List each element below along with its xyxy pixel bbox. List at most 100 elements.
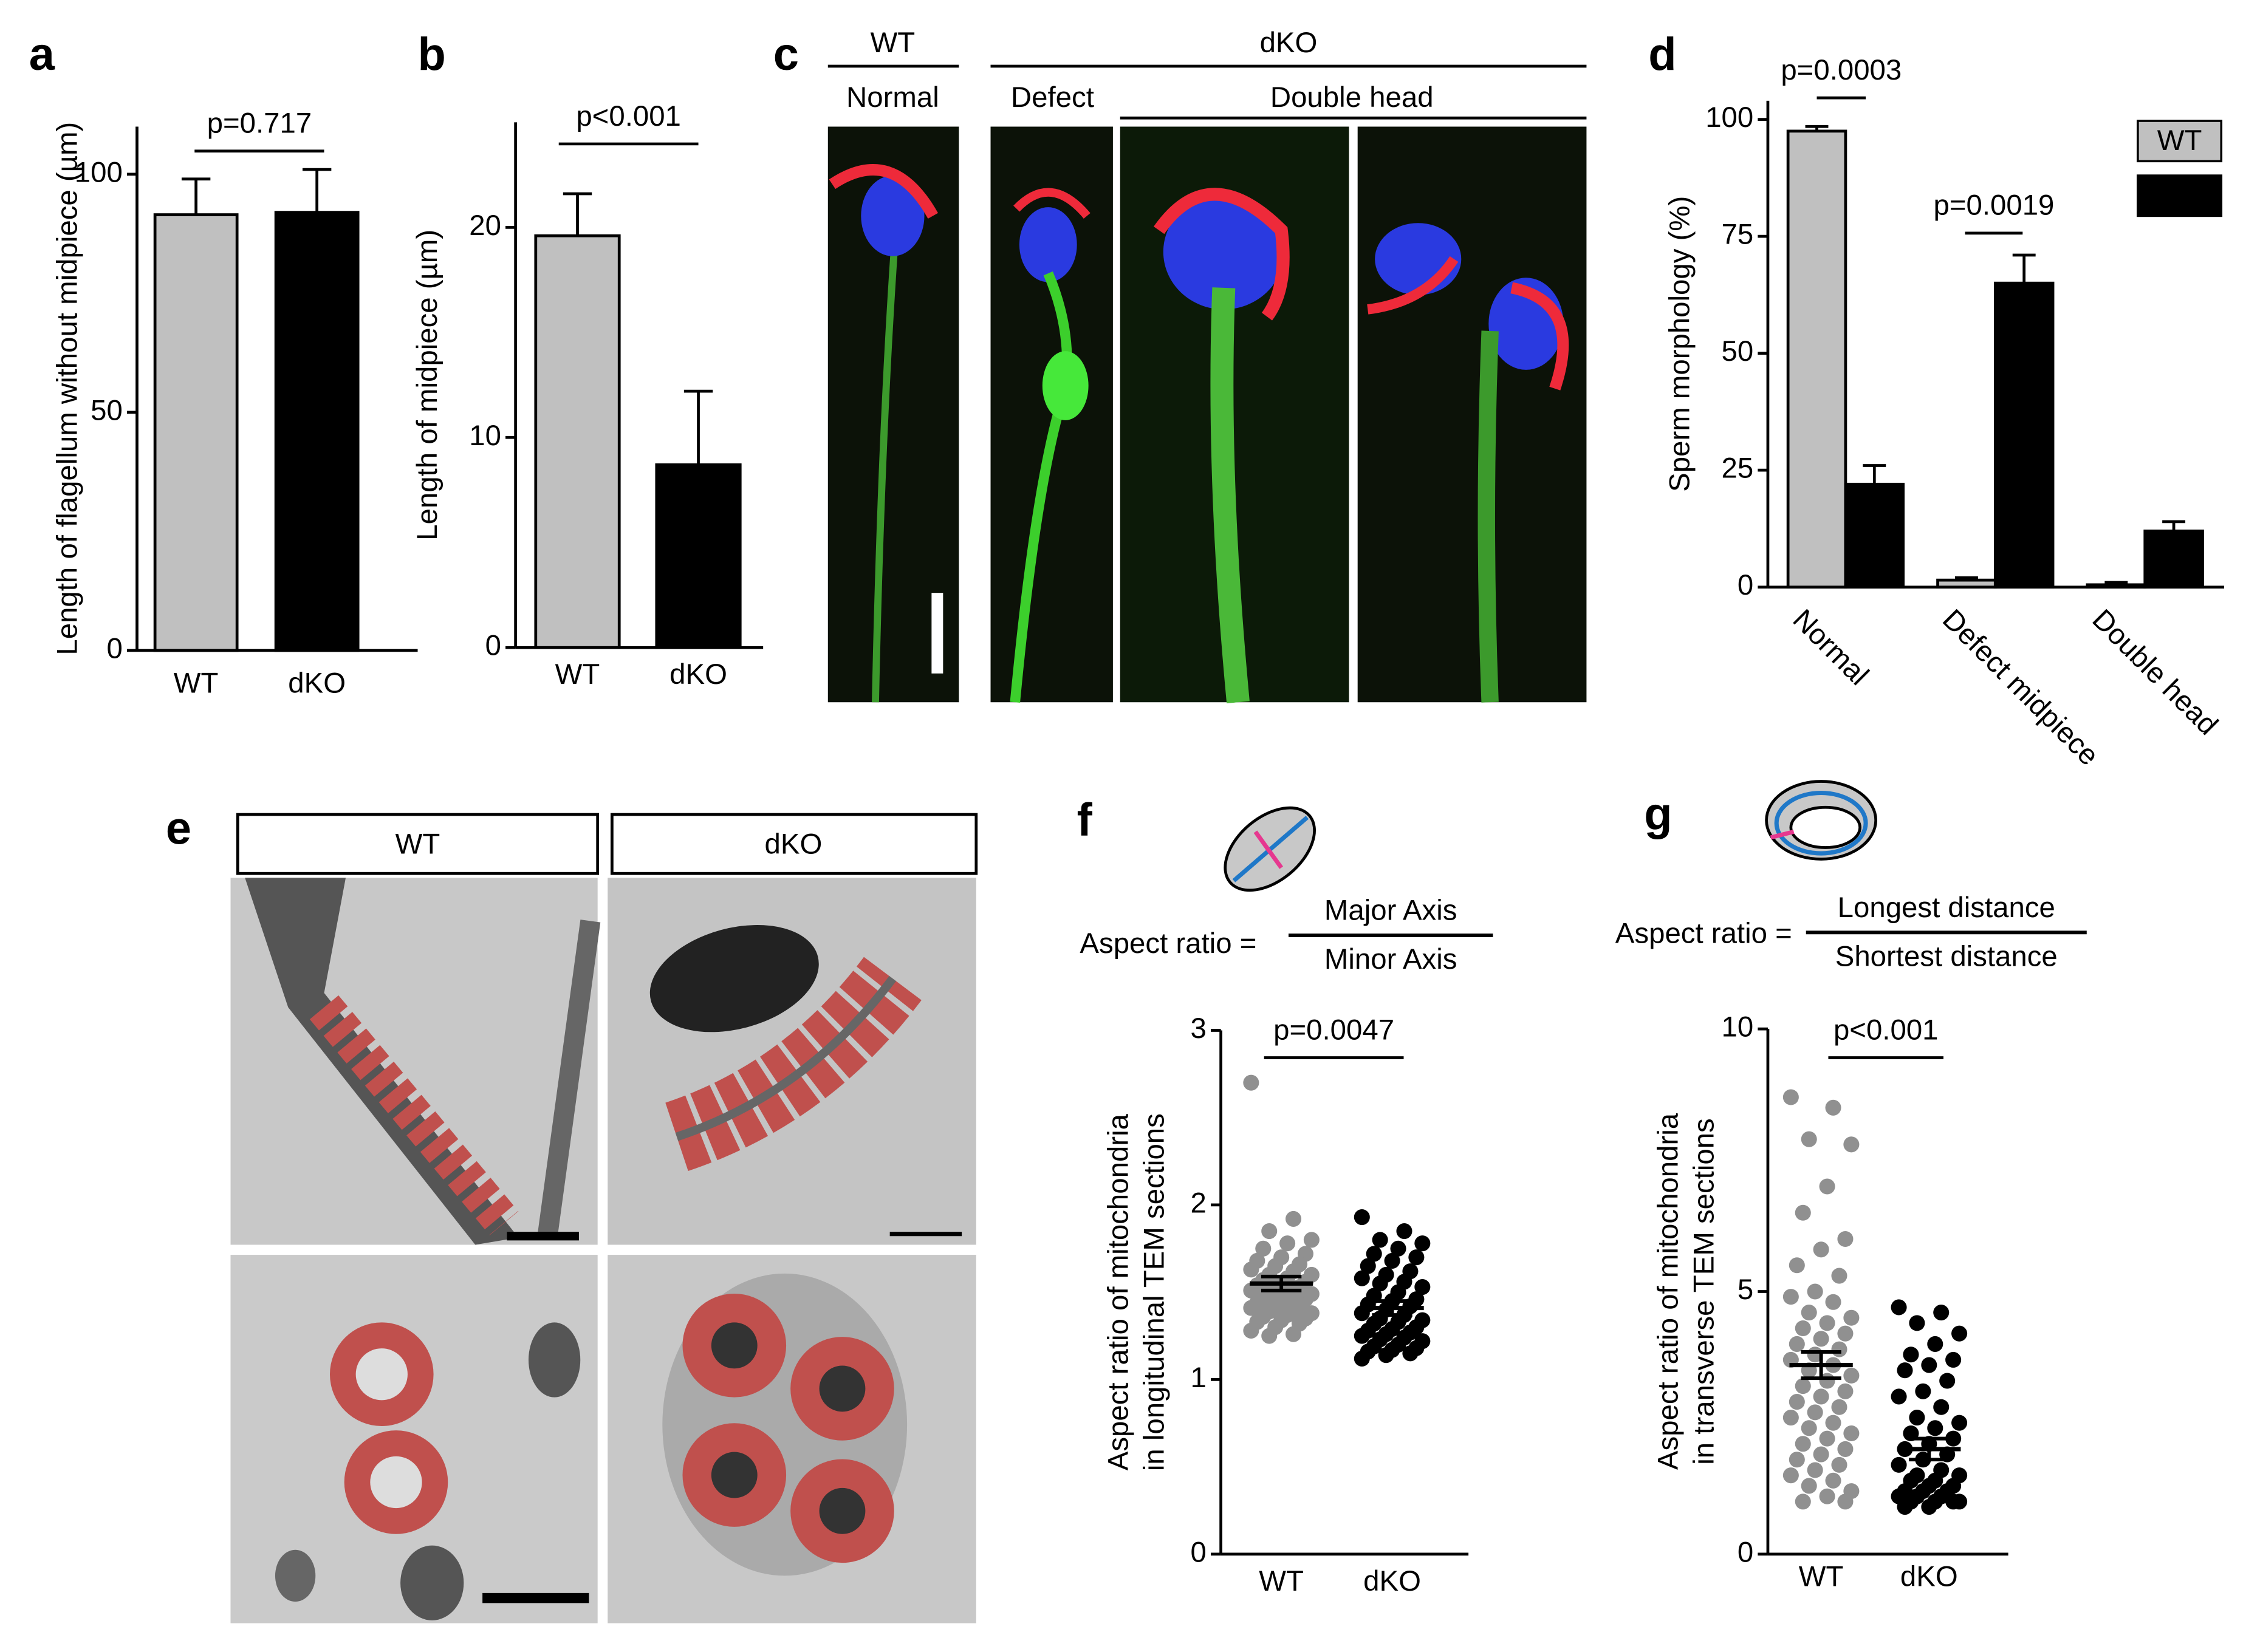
x-tick-label: Normal xyxy=(1787,603,1875,691)
data-point xyxy=(1801,1305,1817,1321)
data-point xyxy=(1891,1388,1907,1405)
data-point xyxy=(1825,1099,1841,1116)
y-tick-label: 3 xyxy=(1191,1012,1207,1045)
data-point xyxy=(1402,1345,1419,1362)
data-point xyxy=(1843,1425,1860,1442)
micrograph xyxy=(1357,126,1587,703)
panel-label: d xyxy=(1648,29,1676,80)
formula-numerator: Longest distance xyxy=(1838,892,2055,924)
data-point xyxy=(1782,1089,1799,1105)
data-point xyxy=(1837,1230,1854,1248)
data-point xyxy=(1795,1493,1811,1510)
y-tick-label: 75 xyxy=(1722,219,1754,251)
x-tick-label: WT xyxy=(174,667,219,699)
data-point xyxy=(1933,1399,1950,1415)
data-point xyxy=(1795,1320,1811,1337)
sub-header: Defect xyxy=(1011,81,1094,114)
micrograph xyxy=(608,1255,976,1623)
data-point xyxy=(1909,1315,1925,1331)
data-point xyxy=(1843,1136,1860,1153)
data-point xyxy=(1837,1325,1854,1342)
data-point xyxy=(1279,1235,1296,1252)
significance-label: p<0.001 xyxy=(1833,1014,1939,1046)
data-point xyxy=(1243,1322,1259,1339)
panel-label: c xyxy=(773,29,799,80)
significance-label: p=0.717 xyxy=(207,108,312,140)
data-point xyxy=(1414,1279,1431,1295)
data-point xyxy=(1255,1240,1272,1257)
group-header: dKO xyxy=(1260,27,1318,59)
y-axis-title: Aspect ratio of mitochondria xyxy=(1102,1113,1134,1470)
data-point xyxy=(1243,1261,1259,1278)
y-tick-label: 100 xyxy=(1705,101,1753,134)
data-point xyxy=(1813,1388,1829,1405)
data-point xyxy=(1819,1488,1835,1504)
x-tick-label: dKO xyxy=(1900,1561,1958,1593)
bar xyxy=(534,234,621,649)
data-point xyxy=(1945,1493,1962,1510)
bar xyxy=(1936,578,1997,589)
legend-swatch xyxy=(2137,174,2223,217)
data-point xyxy=(1837,1493,1854,1510)
panel-label: a xyxy=(29,29,55,80)
data-point xyxy=(1825,1415,1841,1431)
data-point xyxy=(1801,1131,1817,1147)
y-tick-label: 0 xyxy=(1738,569,1753,601)
data-point xyxy=(1891,1299,1907,1316)
data-point xyxy=(1825,1294,1841,1310)
data-point xyxy=(1909,1410,1925,1426)
data-point xyxy=(1819,1315,1835,1331)
data-point xyxy=(1354,1328,1370,1344)
data-point xyxy=(1354,1209,1370,1226)
data-point xyxy=(1384,1252,1400,1269)
formula-denominator: Minor Axis xyxy=(1324,943,1457,975)
x-tick-label: Defect midpiece xyxy=(1936,603,2105,772)
data-point xyxy=(1789,1336,1805,1352)
legend-label: dKO xyxy=(2151,179,2208,211)
data-point xyxy=(1921,1499,1937,1515)
y-tick-label: 1 xyxy=(1191,1362,1207,1394)
bar xyxy=(1993,281,2055,589)
y-tick-label: 0 xyxy=(1738,1536,1753,1568)
x-tick-label: dKO xyxy=(669,658,727,691)
data-point xyxy=(1939,1373,1956,1389)
y-axis-title: in transverse TEM sections xyxy=(1688,1118,1720,1464)
y-axis-title: Length of flagellum without midpiece (µm… xyxy=(52,122,84,655)
y-tick-label: 10 xyxy=(1722,1011,1754,1043)
data-point xyxy=(1813,1331,1829,1347)
significance-label: p=0.0047 xyxy=(1273,1014,1394,1046)
data-point xyxy=(1408,1249,1425,1266)
data-point xyxy=(1303,1232,1320,1248)
data-point xyxy=(1837,1383,1854,1399)
bar xyxy=(2086,583,2147,589)
data-point xyxy=(1933,1305,1950,1321)
data-point xyxy=(1789,1394,1805,1410)
data-point xyxy=(1903,1347,1919,1363)
bar xyxy=(1786,129,1847,589)
column-header: WT xyxy=(395,828,440,861)
data-point xyxy=(1801,1478,1817,1494)
y-axis-title: in longitudinal TEM sections xyxy=(1138,1113,1171,1471)
panel-label: f xyxy=(1077,794,1093,845)
y-tick-label: 100 xyxy=(75,156,123,188)
y-tick-label: 10 xyxy=(469,420,501,452)
data-point xyxy=(1243,1074,1259,1091)
data-point xyxy=(1795,1436,1811,1452)
data-point xyxy=(1807,1283,1823,1300)
data-point xyxy=(1807,1462,1823,1478)
data-point xyxy=(1243,1300,1259,1316)
y-tick-label: 0 xyxy=(1191,1536,1207,1568)
data-point xyxy=(1782,1467,1799,1484)
column-box xyxy=(236,813,600,875)
column-header: dKO xyxy=(765,828,823,861)
data-point xyxy=(1390,1240,1406,1257)
y-axis-title: Aspect ratio of mitochondria xyxy=(1652,1113,1684,1470)
data-point xyxy=(1927,1420,1943,1436)
data-point xyxy=(1951,1325,1968,1342)
data-point xyxy=(1360,1258,1376,1274)
bar xyxy=(2143,529,2204,589)
formula-lhs: Aspect ratio = xyxy=(1080,927,1256,960)
x-tick-label: Double head xyxy=(2086,603,2224,741)
